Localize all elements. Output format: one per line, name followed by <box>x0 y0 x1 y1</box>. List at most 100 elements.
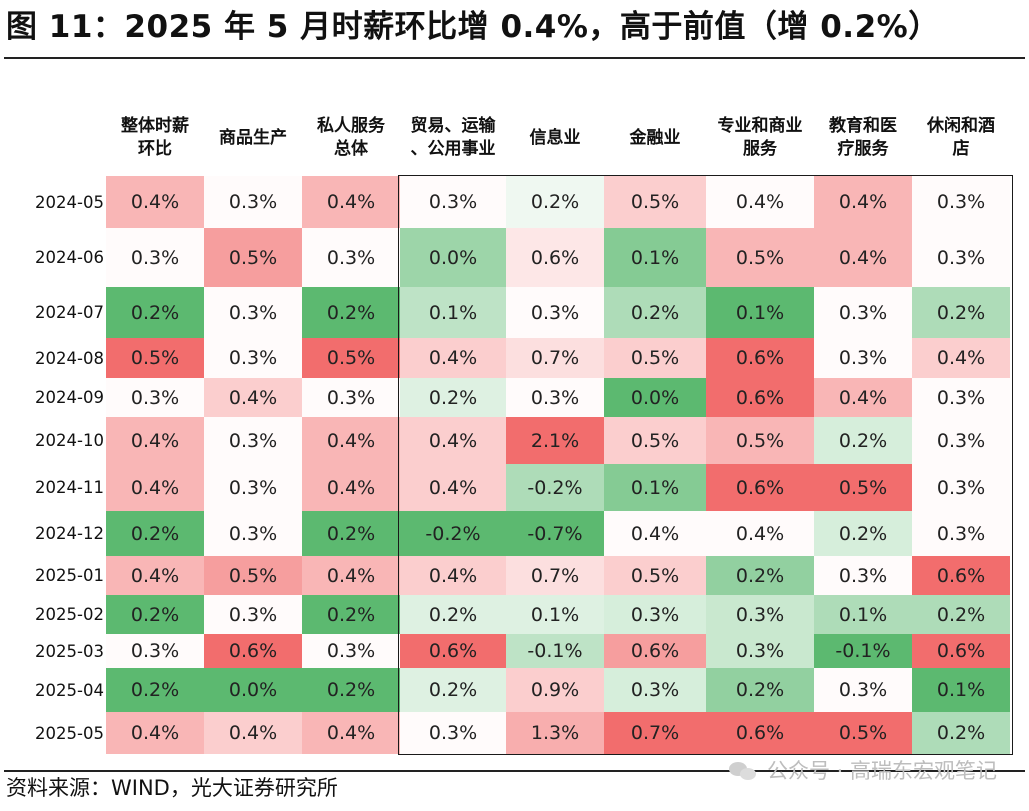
heatmap-cell: 0.4% <box>814 228 912 287</box>
cell-value: 0.3% <box>130 246 180 269</box>
heatmap-cell: 0.3% <box>302 634 400 668</box>
heatmap-cell: 0.3% <box>204 287 302 338</box>
cell-value: 0.6% <box>228 640 278 662</box>
heatmap-cell: 0.4% <box>400 417 506 464</box>
heatmap-cell: 0.2% <box>814 511 912 556</box>
cell-value: 0.2% <box>936 722 986 744</box>
heatmap-cell: 0.2% <box>302 668 400 712</box>
cell-value: 0.4% <box>130 191 180 213</box>
top-rule <box>4 57 1025 59</box>
cell-value: 0.6% <box>936 564 986 587</box>
cell-value: 0.6% <box>735 722 785 744</box>
cell-value: 0.2% <box>130 522 180 545</box>
heatmap-cell: 0.2% <box>302 511 400 556</box>
cell-value: 0.6% <box>735 347 785 369</box>
row-label: 2024-07 <box>35 303 104 322</box>
cell-value: 0.2% <box>130 679 180 701</box>
cell-value: 0.4% <box>326 429 376 452</box>
heatmap-cell: 0.2% <box>912 287 1010 338</box>
row-label: 2025-02 <box>35 605 104 624</box>
heatmap-cell: 0.4% <box>814 176 912 228</box>
cell-value: 0.3% <box>936 476 986 499</box>
column-header-line: 商品生产 <box>219 127 287 148</box>
cell-value: 0.4% <box>936 347 986 369</box>
cell-value: 0.5% <box>735 429 785 452</box>
heatmap-cell: 0.6% <box>604 634 706 668</box>
heatmap-cell: 0.4% <box>912 338 1010 378</box>
heatmap-cell: 0.6% <box>912 556 1010 595</box>
heatmap-cell: 0.3% <box>912 417 1010 464</box>
heatmap-cell: -0.7% <box>506 511 604 556</box>
cell-value: 0.3% <box>838 301 888 324</box>
cell-value: 0.3% <box>735 640 785 662</box>
heatmap-cell: 0.6% <box>204 634 302 668</box>
cell-value: 0.3% <box>228 522 278 545</box>
cell-value: 0.3% <box>326 386 376 409</box>
heatmap-cell: 0.7% <box>506 338 604 378</box>
cell-value: 0.4% <box>228 722 278 744</box>
cell-value: 0.4% <box>838 386 888 409</box>
heatmap-cell: 0.3% <box>814 556 912 595</box>
cell-value: 0.2% <box>130 603 180 626</box>
cell-value: 0.3% <box>735 603 785 626</box>
heatmap-cell: 0.9% <box>506 668 604 712</box>
row-label: 2024-12 <box>35 524 104 543</box>
heatmap-cell: 0.5% <box>706 417 814 464</box>
cell-value: 0.4% <box>735 191 785 213</box>
heatmap-cell: 0.3% <box>912 378 1010 417</box>
cell-value: 0.1% <box>936 679 986 701</box>
bottom-rule <box>4 770 1025 772</box>
row-label: 2025-04 <box>35 680 104 700</box>
heatmap-cell: 0.3% <box>106 378 204 417</box>
cell-value: 0.7% <box>630 722 680 744</box>
cell-value: 0.2% <box>530 191 580 213</box>
heatmap-cell: 0.2% <box>912 712 1010 754</box>
row-label: 2024-08 <box>35 348 104 368</box>
heatmap-cell: 0.4% <box>106 176 204 228</box>
heatmap-cell: 2.1% <box>506 417 604 464</box>
heatmap-cell: -0.2% <box>400 511 506 556</box>
heatmap-cell: 0.4% <box>204 378 302 417</box>
heatmap-cell: 0.3% <box>706 634 814 668</box>
cell-value: 0.2% <box>735 679 785 701</box>
heatmap-cell: 0.3% <box>106 634 204 668</box>
heatmap-cell: 0.3% <box>400 712 506 754</box>
cell-value: 0.3% <box>936 429 986 452</box>
heatmap-cell: 0.5% <box>706 228 814 287</box>
cell-value: 0.3% <box>530 386 580 409</box>
heatmap-cell: 0.3% <box>604 595 706 634</box>
heatmap-cell: 0.2% <box>106 511 204 556</box>
cell-value: 0.5% <box>838 722 888 744</box>
column-header-text: 专业和商业 服务 <box>718 115 803 161</box>
cell-value: 0.5% <box>326 347 376 369</box>
heatmap-cell: 0.4% <box>302 176 400 228</box>
column-header: 教育和医 疗服务 <box>814 112 912 164</box>
cell-value: 0.3% <box>130 640 180 662</box>
cell-value: 0.5% <box>838 476 888 499</box>
heatmap-cell: 0.2% <box>302 595 400 634</box>
cell-value: 0.9% <box>530 679 580 701</box>
column-header: 私人服务 总体 <box>302 112 400 164</box>
column-header-text: 贸易、运输 、公用事业 <box>411 115 496 161</box>
row-label: 2024-11 <box>35 478 104 497</box>
cell-value: 0.3% <box>936 246 986 269</box>
heatmap-cell: 0.1% <box>604 464 706 511</box>
heatmap-cell: 0.5% <box>106 338 204 378</box>
cell-value: 0.2% <box>838 522 888 545</box>
cell-value: 0.1% <box>735 301 785 324</box>
heatmap-cell: 0.7% <box>506 556 604 595</box>
cell-value: 0.6% <box>530 246 580 269</box>
watermark-text: 公众号 · 高瑞东宏观笔记 <box>766 759 997 783</box>
heatmap-cell: 0.4% <box>400 338 506 378</box>
cell-value: 0.7% <box>530 347 580 369</box>
heatmap-cell: 0.4% <box>604 511 706 556</box>
row-label: 2024-10 <box>35 431 104 450</box>
column-header-line: 专业和商业 <box>717 116 803 136</box>
heatmap-cell: 0.6% <box>706 464 814 511</box>
cell-value: 0.4% <box>130 564 180 587</box>
heatmap-cell: 0.4% <box>106 712 204 754</box>
heatmap-cell: 0.6% <box>706 378 814 417</box>
cell-value: 0.4% <box>428 429 478 452</box>
cell-value: 0.4% <box>428 347 478 369</box>
chart-title: 图 11：2025 年 5 月时薪环比增 0.4%，高于前值（增 0.2%） <box>6 9 940 45</box>
